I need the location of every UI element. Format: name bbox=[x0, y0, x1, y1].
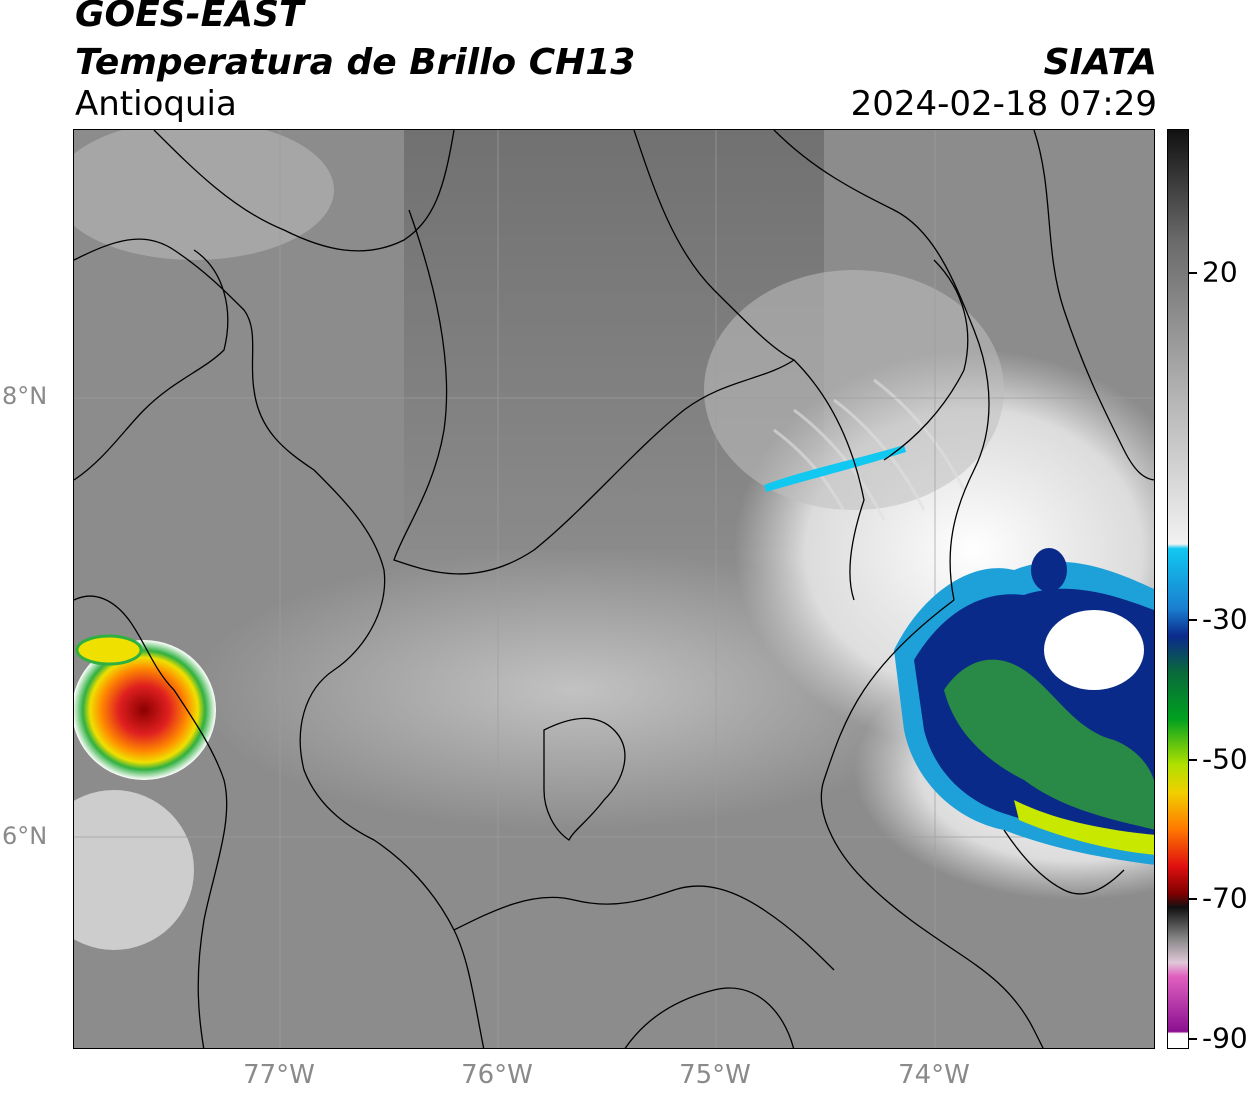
lon-label-74w: 74°W bbox=[898, 1060, 970, 1090]
region-title: Antioquia bbox=[75, 84, 237, 124]
colorbar-tick-m30 bbox=[1189, 619, 1197, 621]
eastern-cloud-shield bbox=[764, 445, 1154, 865]
colorbar-label-20: 20 bbox=[1202, 255, 1238, 289]
datetime-label: 2024-02-18 07:29 bbox=[850, 84, 1157, 124]
colorbar-tick-20 bbox=[1189, 272, 1197, 274]
lon-label-75w: 75°W bbox=[679, 1060, 751, 1090]
lon-label-77w: 77°W bbox=[243, 1060, 315, 1090]
colorbar-gradient bbox=[1168, 130, 1188, 1048]
colorbar-label-m50: -50 bbox=[1202, 742, 1248, 776]
lat-label-8n: 8°N bbox=[2, 382, 48, 410]
satellite-map[interactable] bbox=[73, 129, 1155, 1049]
lon-label-76w: 76°W bbox=[461, 1060, 533, 1090]
political-boundaries bbox=[74, 130, 1154, 1048]
product-title: Temperatura de Brillo CH13 bbox=[75, 42, 636, 83]
colorbar-label-m30: -30 bbox=[1202, 602, 1248, 636]
colorbar-label-m90: -90 bbox=[1202, 1021, 1248, 1055]
organization-title: SIATA bbox=[1043, 42, 1157, 83]
lat-label-6n: 6°N bbox=[2, 822, 48, 850]
western-convective-cell bbox=[74, 634, 216, 780]
colorbar-tick-m90 bbox=[1189, 1038, 1197, 1040]
colorbar-tick-m70 bbox=[1189, 898, 1197, 900]
map-gridlines bbox=[74, 130, 1154, 1048]
colorbar-label-m70: -70 bbox=[1202, 881, 1248, 915]
map-canvas bbox=[74, 130, 1154, 1048]
temperature-colorbar bbox=[1167, 129, 1189, 1049]
colorbar-tick-m50 bbox=[1189, 759, 1197, 761]
satellite-title: GOES-EAST bbox=[75, 0, 304, 35]
